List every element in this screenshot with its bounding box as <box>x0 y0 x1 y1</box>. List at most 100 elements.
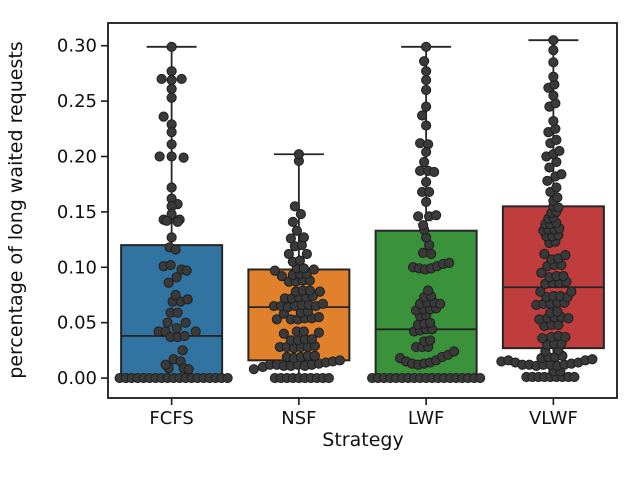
swarm-point-vlwf <box>587 354 598 365</box>
swarm-point-fcfs <box>156 73 167 85</box>
swarm-point-nsf <box>293 149 304 160</box>
swarm-point-lwf <box>449 346 460 357</box>
swarm-point-lwf <box>425 335 436 346</box>
swarm-point-vlwf <box>554 145 565 157</box>
swarm-point-vlwf <box>556 169 567 180</box>
swarm-point-fcfs <box>166 182 177 193</box>
swarm-point-fcfs <box>166 92 177 103</box>
swarm-point-vlwf <box>536 267 547 278</box>
swarm-point-fcfs <box>182 294 193 305</box>
swarm-point-nsf <box>306 334 317 345</box>
swarm-point-fcfs <box>222 372 233 384</box>
swarm-point-nsf <box>291 225 302 236</box>
swarm-point-lwf <box>421 66 432 77</box>
swarm-point-nsf <box>301 248 312 260</box>
swarm-point-lwf <box>418 220 429 231</box>
x-tick-label-vlwf: VLWF <box>529 408 578 429</box>
swarm-point-vlwf <box>542 175 553 186</box>
swarm-point-nsf <box>278 328 289 339</box>
swarm-point-nsf <box>294 255 305 266</box>
swarm-point-fcfs <box>172 307 183 318</box>
swarm-point-nsf <box>271 314 282 325</box>
swarm-point-fcfs <box>166 66 177 77</box>
swarm-point-lwf <box>444 257 455 268</box>
y-tick-label: 0.30 <box>57 36 97 57</box>
swarm-point-vlwf <box>535 286 546 297</box>
swarm-point-lwf <box>417 110 428 121</box>
swarm-point-fcfs <box>166 127 177 138</box>
y-tick-label: 0.20 <box>57 146 97 167</box>
swarm-point-nsf <box>248 364 259 375</box>
swarm-point-vlwf <box>548 71 559 82</box>
y-tick-label: 0.25 <box>57 91 97 112</box>
swarm-point-fcfs <box>171 272 182 283</box>
swarm-point-fcfs <box>180 317 191 328</box>
swarm-point-fcfs <box>179 330 190 342</box>
y-tick-label: 0.15 <box>57 202 97 223</box>
swarm-point-fcfs <box>171 323 182 334</box>
y-axis-title: percentage of long waited requests <box>5 41 27 379</box>
swarm-point-fcfs <box>165 259 176 271</box>
swarm-point-fcfs <box>181 265 192 276</box>
swarm-point-lwf <box>423 285 434 296</box>
swarm-point-fcfs <box>166 209 177 220</box>
swarm-point-nsf <box>314 286 325 297</box>
swarm-point-vlwf <box>544 162 555 173</box>
swarm-point-lwf <box>424 186 435 198</box>
swarm-point-lwf <box>421 74 432 86</box>
swarm-point-vlwf <box>563 313 574 324</box>
swarm-point-nsf <box>287 216 298 227</box>
swarm-point-fcfs <box>166 83 177 95</box>
swarm-point-lwf <box>421 101 432 112</box>
x-tick-label-lwf: LWF <box>408 408 445 429</box>
swarm-point-lwf <box>421 120 432 131</box>
swarm-point-nsf <box>313 327 324 338</box>
swarm-point-nsf <box>285 233 296 244</box>
swarm-point-nsf <box>323 372 334 384</box>
x-tick-label-fcfs: FCFS <box>149 408 193 429</box>
swarm-point-lwf <box>421 146 432 158</box>
swarm-point-vlwf <box>548 35 559 46</box>
swarm-point-nsf <box>313 312 324 323</box>
swarm-point-vlwf <box>552 192 563 203</box>
y-tick-label: 0.00 <box>57 368 97 389</box>
swarm-point-vlwf <box>551 182 562 193</box>
swarm-point-fcfs <box>170 244 181 255</box>
swarm-point-nsf <box>269 265 280 276</box>
swarm-point-lwf <box>426 248 437 260</box>
swarm-point-fcfs <box>172 216 183 227</box>
swarm-point-lwf <box>429 166 440 178</box>
swarm-point-fcfs <box>166 232 177 243</box>
swarm-point-lwf <box>475 372 486 384</box>
swarm-point-nsf <box>309 350 320 362</box>
swarm-point-vlwf <box>537 333 548 344</box>
swarm-point-nsf <box>298 326 309 337</box>
swarm-point-vlwf <box>548 115 559 127</box>
x-tick-label-nsf: NSF <box>281 408 316 429</box>
swarm-point-vlwf <box>548 57 559 68</box>
y-tick-label: 0.05 <box>57 313 97 334</box>
swarm-point-lwf <box>421 176 432 188</box>
swarm-point-lwf <box>421 196 432 208</box>
swarm-point-vlwf <box>551 134 562 145</box>
swarm-point-lwf <box>435 298 446 309</box>
swarm-point-fcfs <box>183 364 194 375</box>
swarm-point-nsf <box>308 264 319 275</box>
swarm-point-lwf <box>419 156 430 168</box>
swarm-point-fcfs <box>166 74 177 86</box>
swarm-point-lwf <box>419 56 430 67</box>
swarm-point-vlwf <box>560 331 571 343</box>
swarm-point-nsf <box>289 201 300 212</box>
swarm-point-fcfs <box>166 151 177 162</box>
swarm-point-vlwf <box>566 286 577 297</box>
swarm-point-vlwf <box>560 249 571 261</box>
swarm-point-lwf <box>413 211 424 222</box>
swarm-point-nsf <box>283 248 294 260</box>
swarm-point-vlwf <box>553 202 564 213</box>
y-tick-label: 0.10 <box>57 257 97 278</box>
swarm-point-nsf <box>317 298 328 309</box>
swarm-point-nsf <box>295 209 306 220</box>
swarm-point-fcfs <box>160 359 171 370</box>
swarm-point-fcfs <box>154 151 165 162</box>
